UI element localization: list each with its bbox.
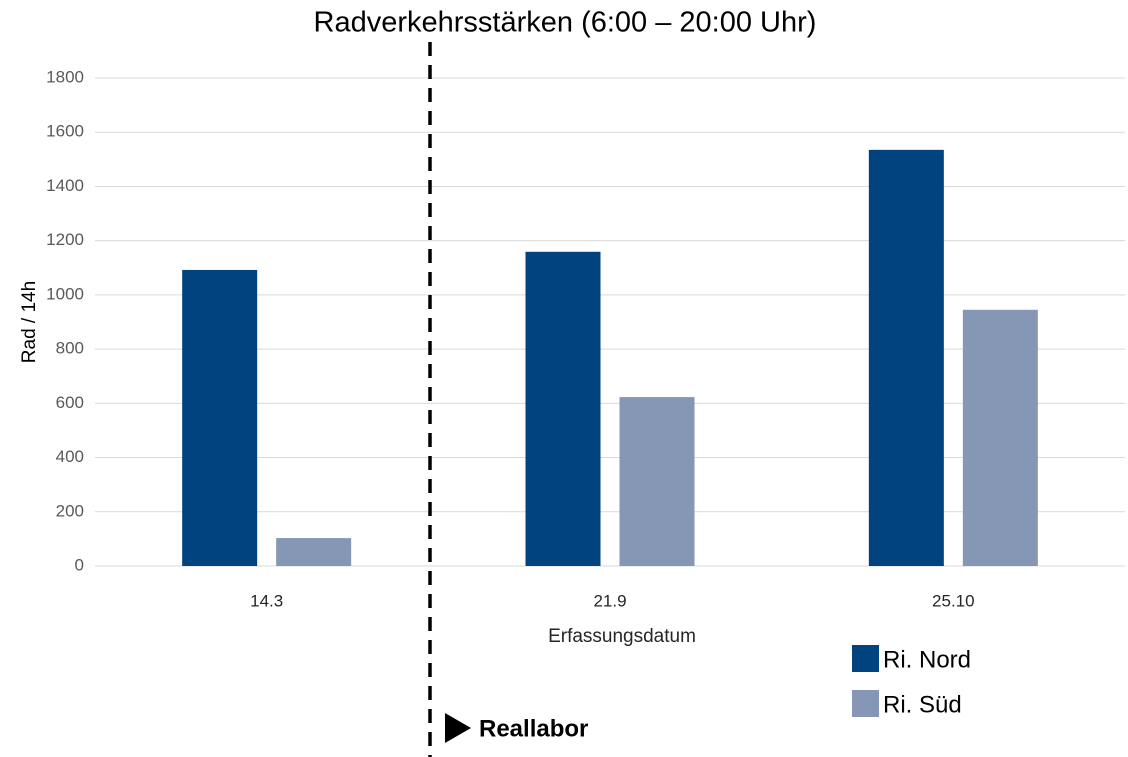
y-tick-label: 1000 [46,284,84,303]
bar [962,309,1038,566]
chart-title: Radverkehrsstärken (6:00 – 20:00 Uhr) [314,7,817,39]
bar [276,538,352,566]
annotation-arrow [445,713,471,743]
bar [619,397,695,566]
legend-swatch [852,645,879,672]
x-axis-label: Erfassungsdatum [548,626,696,647]
y-tick-label: 0 [75,555,84,574]
y-tick-label: 800 [56,339,84,358]
x-tick-label: 25.10 [932,591,975,610]
x-tick-label: 21.9 [593,591,626,610]
bar [868,149,944,566]
legend-label: Ri. Süd [883,691,962,718]
y-tick-label: 1600 [46,122,84,141]
y-tick-label: 1800 [46,67,84,86]
y-tick-label: 1400 [46,176,84,195]
y-tick-label: 200 [56,501,84,520]
y-tick-label: 600 [56,393,84,412]
annotation: Reallabor [479,715,588,742]
y-axis-label: Rad / 14h [19,281,40,363]
y-tick-label: 1200 [46,230,84,249]
x-tick-label: 14.3 [250,591,283,610]
y-tick-label: 400 [56,447,84,466]
bar [525,251,601,566]
legend-swatch [852,690,879,717]
legend-label: Ri. Nord [883,646,971,673]
bar [182,269,258,566]
